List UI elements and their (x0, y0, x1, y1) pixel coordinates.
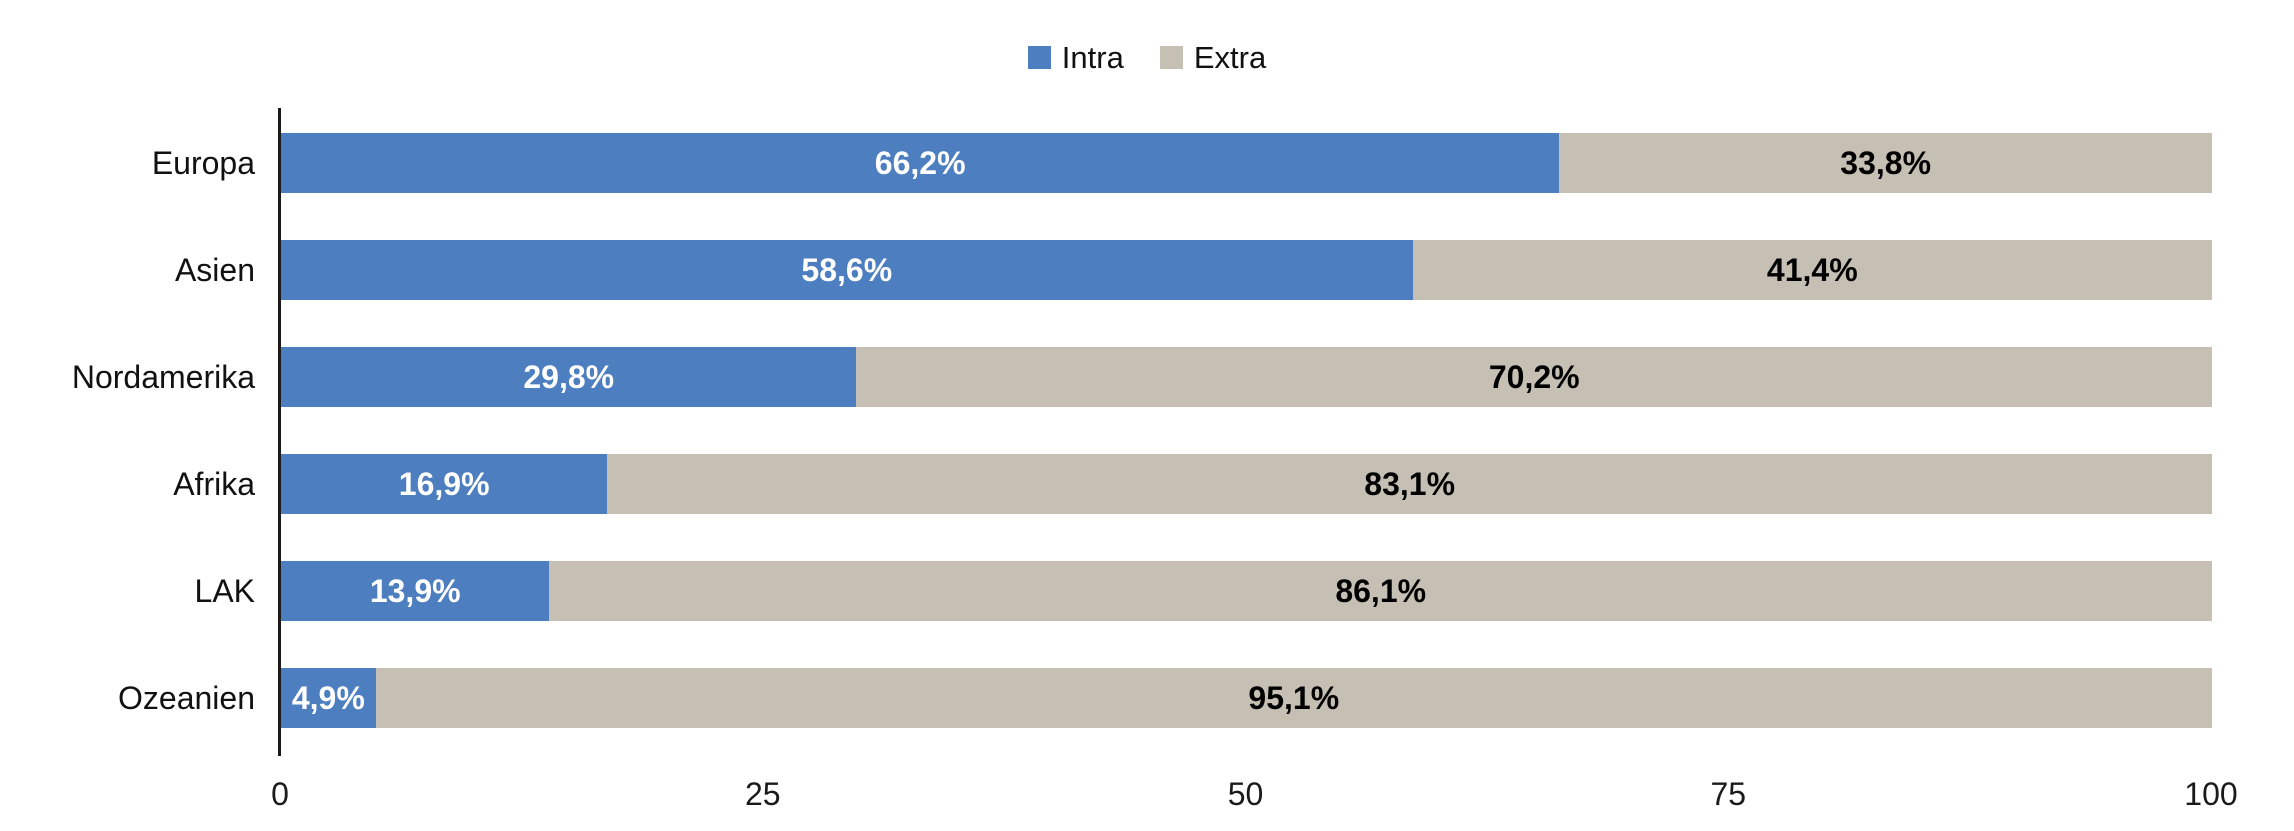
chart-row: Europa 66,2% 33,8% (0, 133, 2294, 193)
chart-row: LAK 13,9% 86,1% (0, 561, 2294, 621)
bar-value-label-intra: 66,2% (874, 145, 966, 181)
legend-swatch-extra-icon (1159, 46, 1183, 69)
bar-track: 16,9% 83,1% (281, 454, 2212, 514)
bar-segment-intra: 66,2% (281, 133, 1560, 193)
legend-swatch-intra-icon (1027, 46, 1051, 69)
category-label: Europa (151, 144, 255, 181)
category-label: Afrika (173, 465, 255, 502)
bar-track: 4,9% 95,1% (281, 668, 2212, 728)
bar-track: 58,6% 41,4% (281, 240, 2212, 300)
bar-track: 66,2% 33,8% (281, 133, 2212, 193)
bar-value-label-intra: 4,9% (291, 680, 365, 716)
chart-row: Ozeanien 4,9% 95,1% (0, 668, 2294, 728)
legend-item-intra: Intra (1027, 40, 1124, 75)
bar-segment-intra: 16,9% (281, 454, 608, 514)
chart-row: Afrika 16,9% 83,1% (0, 454, 2294, 514)
bar-segment-intra: 4,9% (281, 668, 376, 728)
bar-segment-extra: 95,1% (375, 668, 2212, 728)
y-axis-line (278, 108, 281, 756)
x-axis-tick-label: 0 (271, 776, 289, 812)
x-axis-tick-label: 75 (1710, 776, 1747, 812)
x-axis-tick-label: 25 (744, 776, 781, 812)
chart-legend: Intra Extra (0, 42, 2294, 73)
category-label: Ozeanien (118, 679, 255, 716)
bar-value-label-intra: 13,9% (369, 573, 461, 609)
bar-value-label-extra: 41,4% (1766, 252, 1858, 288)
bar-value-label-extra: 83,1% (1364, 466, 1456, 502)
bar-value-label-extra: 86,1% (1335, 573, 1427, 609)
bar-value-label-extra: 33,8% (1840, 145, 1932, 181)
bar-value-label-intra: 58,6% (801, 252, 893, 288)
bar-segment-intra: 29,8% (281, 347, 857, 407)
bar-segment-intra: 13,9% (281, 561, 550, 621)
chart-row: Nordamerika 29,8% 70,2% (0, 347, 2294, 407)
legend-item-extra: Extra (1159, 40, 1267, 75)
category-label: LAK (194, 572, 255, 609)
bar-segment-extra: 41,4% (1412, 240, 2212, 300)
bar-value-label-extra: 70,2% (1488, 359, 1580, 395)
bar-segment-extra: 33,8% (1559, 133, 2212, 193)
bar-segment-extra: 70,2% (856, 347, 2212, 407)
bar-segment-extra: 83,1% (607, 454, 2212, 514)
legend-label-extra: Extra (1193, 40, 1267, 75)
bar-value-label-extra: 95,1% (1248, 680, 1340, 716)
bar-segment-extra: 86,1% (549, 561, 2212, 621)
bar-track: 13,9% 86,1% (281, 561, 2212, 621)
chart-row: Asien 58,6% 41,4% (0, 240, 2294, 300)
category-label: Asien (174, 251, 255, 288)
x-axis-tick-label: 100 (2184, 776, 2238, 812)
bar-value-label-intra: 16,9% (398, 466, 490, 502)
category-label: Nordamerika (71, 358, 255, 395)
bar-segment-intra: 58,6% (281, 240, 1413, 300)
bar-value-label-intra: 29,8% (523, 359, 615, 395)
legend-label-intra: Intra (1061, 40, 1124, 75)
bar-track: 29,8% 70,2% (281, 347, 2212, 407)
x-axis-tick-label: 50 (1227, 776, 1264, 812)
